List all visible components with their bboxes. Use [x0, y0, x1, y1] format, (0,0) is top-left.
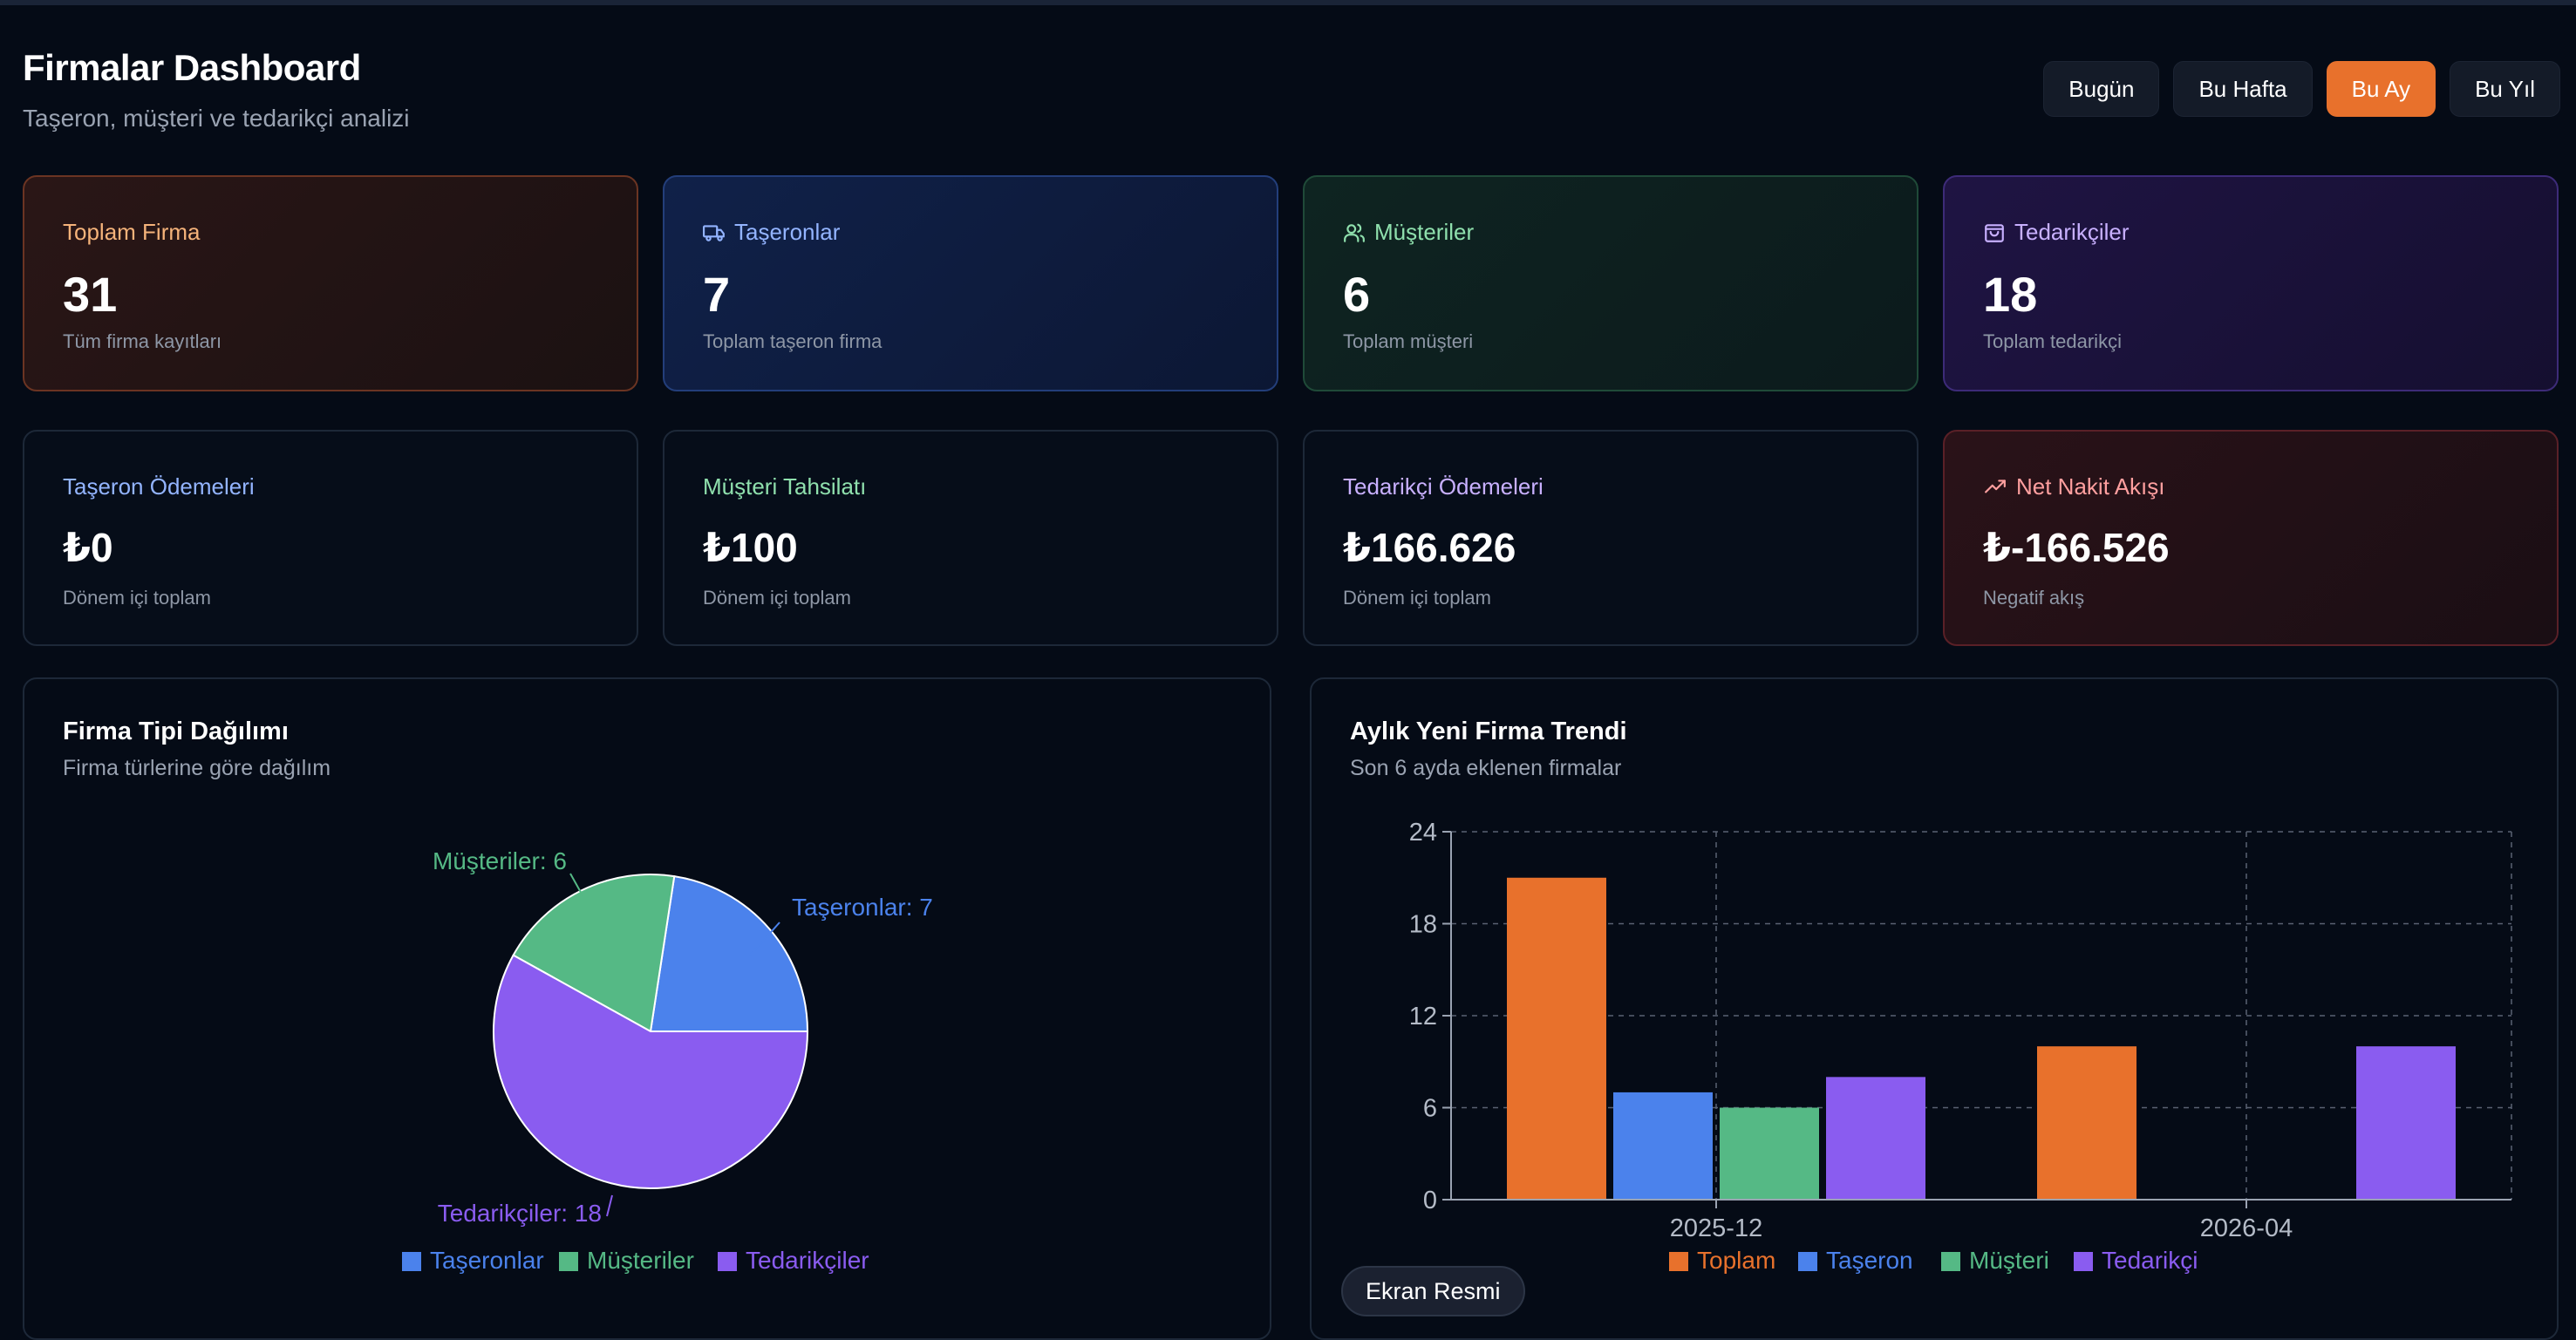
stat-card-suppliers: Tedarikçiler 18 Toplam tedarikçi: [1943, 175, 2559, 391]
stat-label-text: Tedarikçiler: [2014, 219, 2130, 245]
bar-chart: 0 6 12 18 24 2025-12 2026-04 Toplam Taşeron Müşte…: [1409, 819, 2512, 1274]
legend-item-label[interactable]: Taşeron: [1826, 1247, 1913, 1274]
stat-subtext: Toplam müşteri: [1343, 330, 1474, 352]
stat-value: 7: [703, 267, 731, 322]
bar-toplam[interactable]: [1507, 877, 1606, 1200]
bar-tedarikçi[interactable]: [1826, 1077, 1925, 1200]
panel-subtitle: Son 6 ayda eklenen firmalar: [1350, 756, 1622, 780]
page-title: Firmalar Dashboard: [23, 47, 361, 88]
stat-subtext: Toplam taşeron firma: [703, 330, 883, 352]
finance-subtext: Dönem içi toplam: [703, 587, 851, 609]
stat-value: 31: [63, 267, 118, 322]
bar-toplam[interactable]: [2037, 1046, 2136, 1200]
period-selector: Bugün Bu Hafta Bu Ay Bu Yıl: [2043, 61, 2560, 117]
firm-type-distribution-panel: Firma Tipi Dağılımı Firma türlerine göre…: [23, 677, 1271, 1340]
page-subtitle: Taşeron, müşteri ve tedarikçi analizi: [23, 105, 410, 132]
legend-item-label[interactable]: Tedarikçiler: [746, 1247, 869, 1274]
pie-slice-label: Müşteriler: 6: [433, 847, 567, 874]
x-tick-label: 2026-04: [2200, 1214, 2293, 1242]
y-tick-label: 0: [1423, 1187, 1437, 1214]
period-button-today[interactable]: Bugün: [2043, 61, 2160, 117]
finance-card-supplier-payments: Tedarikçi Ödemeleri ₺166.626 Dönem içi t…: [1303, 430, 1918, 646]
y-tick-label: 24: [1409, 819, 1437, 847]
finance-card-customer-collections: Müşteri Tahsilatı ₺100 Dönem içi toplam: [663, 430, 1278, 646]
page-header: Firmalar Dashboard Taşeron, müşteri ve t…: [23, 44, 2560, 139]
pie-slice-3[interactable]: [493, 954, 809, 1189]
finance-label: Net Nakit Akışı: [1983, 473, 2165, 500]
stat-label-text: Müşteriler: [1374, 219, 1475, 245]
bar-taşeron[interactable]: [1613, 1092, 1713, 1200]
pie-label-line: [569, 873, 583, 896]
stat-card-total-firms: Toplam Firma 31 Tüm firma kayıtları: [23, 175, 638, 391]
finance-card-net-cash-flow: Net Nakit Akışı ₺-166.526 Negatif akış: [1943, 430, 2559, 646]
legend-item-label[interactable]: Taşeronlar: [430, 1247, 544, 1274]
panel-title: Firma Tipi Dağılımı: [63, 718, 289, 745]
finance-label-text: Net Nakit Akışı: [2016, 473, 2165, 500]
pie-slice-1[interactable]: [649, 874, 809, 1032]
users-icon: [1344, 223, 1365, 242]
pie-chart: Taşeronlar: 7 Müşteriler: 6 Tedarikçiler: …: [402, 847, 933, 1274]
legend-item-label[interactable]: Müşteri: [1969, 1247, 2049, 1274]
panel-title: Aylık Yeni Firma Trendi: [1350, 718, 1627, 745]
finance-label: Taşeron Ödemeleri: [63, 473, 255, 500]
finance-subtext: Negatif akış: [1983, 587, 2085, 609]
period-button-this-year[interactable]: Bu Yıl: [2450, 61, 2560, 117]
pie-slice-2[interactable]: [512, 874, 676, 1033]
legend-item-label[interactable]: Müşteriler: [587, 1247, 694, 1274]
y-tick-label: 6: [1423, 1095, 1437, 1123]
pie-label-line: [606, 1194, 613, 1217]
legend-swatch: [1941, 1252, 1960, 1271]
finance-subtext: Dönem içi toplam: [1343, 587, 1491, 609]
pie-slice-label: Tedarikçiler: 18: [438, 1200, 602, 1227]
legend-swatch: [1669, 1252, 1688, 1271]
screenshot-button[interactable]: Ekran Resmi: [1341, 1266, 1525, 1316]
legend-swatch: [402, 1252, 421, 1271]
monthly-firm-trend-panel: Aylık Yeni Firma Trendi Son 6 ayda eklen…: [1310, 677, 2559, 1340]
shopping-bag-icon: [1985, 223, 2004, 242]
stat-subtext: Toplam tedarikçi: [1983, 330, 2122, 352]
finance-label: Müşteri Tahsilatı: [703, 473, 867, 500]
stat-value: 6: [1343, 267, 1371, 322]
finance-value: ₺166.626: [1343, 525, 1516, 570]
stat-label-text: Toplam Firma: [63, 219, 201, 245]
legend-item-label[interactable]: Toplam: [1697, 1247, 1775, 1274]
legend-swatch: [2074, 1252, 2093, 1271]
bar-tedarikçi[interactable]: [2356, 1046, 2456, 1200]
pie-label-line: [749, 922, 780, 956]
stat-subtext: Tüm firma kayıtları: [63, 330, 222, 352]
finance-value: ₺100: [703, 525, 798, 570]
stat-label-text: Taşeronlar: [734, 219, 841, 245]
finance-label: Tedarikçi Ödemeleri: [1343, 473, 1544, 500]
stat-card-subcontractors: Taşeronlar 7 Toplam taşeron firma: [663, 175, 1278, 391]
stat-label: Tedarikçiler: [1983, 219, 2130, 246]
stat-label: Taşeronlar: [703, 219, 840, 246]
legend-swatch: [559, 1252, 578, 1271]
top-border: [0, 0, 2576, 5]
x-tick-label: 2025-12: [1670, 1214, 1762, 1242]
legend-item-label[interactable]: Tedarikçi: [2102, 1247, 2198, 1274]
finance-card-subcontractor-payments: Taşeron Ödemeleri ₺0 Dönem içi toplam: [23, 430, 638, 646]
panel-subtitle: Firma türlerine göre dağılım: [63, 756, 331, 780]
legend-swatch: [718, 1252, 737, 1271]
legend-swatch: [1798, 1252, 1817, 1271]
stat-card-customers: Müşteriler 6 Toplam müşteri: [1303, 175, 1918, 391]
period-button-this-week[interactable]: Bu Hafta: [2173, 61, 2313, 117]
stat-label: Müşteriler: [1343, 219, 1474, 246]
period-button-this-month[interactable]: Bu Ay: [2326, 61, 2436, 117]
y-tick-label: 18: [1409, 911, 1437, 939]
pie-slice-label: Taşeronlar: 7: [792, 894, 933, 921]
y-tick-label: 12: [1409, 1003, 1437, 1031]
finance-value: ₺0: [63, 525, 113, 570]
finance-subtext: Dönem içi toplam: [63, 587, 211, 609]
stat-value: 18: [1983, 267, 2038, 322]
trending-up-icon: [1985, 479, 2006, 493]
truck-icon: [703, 224, 725, 241]
bar-müşteri[interactable]: [1720, 1107, 1819, 1201]
finance-value: ₺-166.526: [1983, 525, 2170, 570]
stat-label: Toplam Firma: [63, 219, 200, 246]
